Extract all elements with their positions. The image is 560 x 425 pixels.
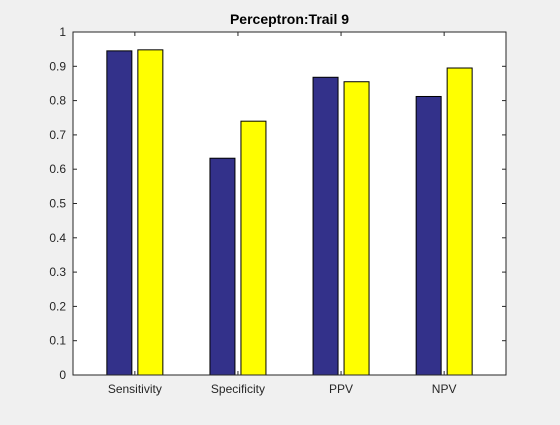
bar-npv-series-1 [415,95,442,376]
y-tick-label: 0.3 [49,265,66,279]
x-axis: Sensitivity Specificity PPV NPV [108,32,457,396]
y-tick-label: 0.7 [49,128,66,142]
bar-ppv-series-2 [343,81,370,376]
x-tick-label: Sensitivity [108,382,162,396]
bars-group [106,49,473,376]
x-tick-label: PPV [329,382,353,396]
x-tick-label: NPV [432,382,457,396]
bar-specificity-series-1 [209,157,236,376]
y-tick-label: 1 [59,25,66,39]
y-tick-label: 0.2 [49,299,66,313]
y-tick-label: 0.6 [49,162,66,176]
bar-npv-series-2 [446,67,473,376]
y-tick-label: 0.8 [49,94,66,108]
y-tick-label: 0 [59,368,66,382]
y-tick-label: 0.9 [49,59,66,73]
chart-title: Perceptron:Trail 9 [230,11,349,27]
bar-ppv-series-1 [312,76,339,376]
y-tick-label: 0.4 [49,231,66,245]
bar-sensitivity-series-2 [137,49,164,376]
y-tick-label: 0.1 [49,334,66,348]
bar-specificity-series-2 [240,120,267,376]
y-tick-label: 0.5 [49,197,66,211]
x-tick-label: Specificity [211,382,265,396]
axes-box [72,31,507,376]
bar-sensitivity-series-1 [106,50,133,376]
